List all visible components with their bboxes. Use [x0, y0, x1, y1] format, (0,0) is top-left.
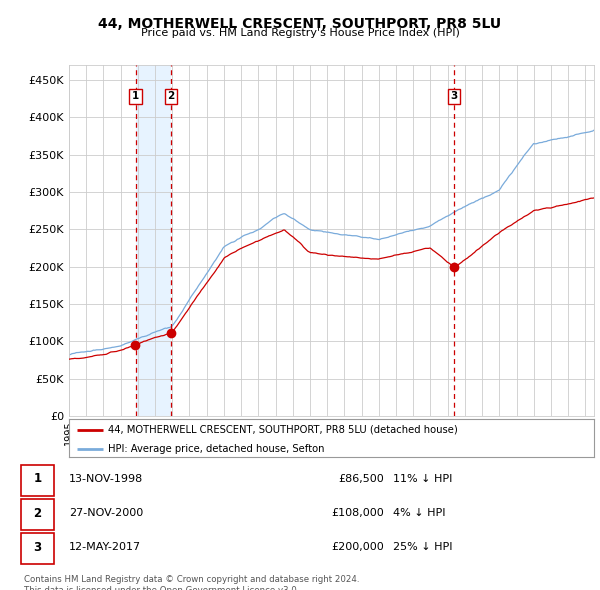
Text: £108,000: £108,000 [331, 508, 384, 518]
Text: £86,500: £86,500 [338, 474, 384, 484]
Text: 12-MAY-2017: 12-MAY-2017 [69, 542, 141, 552]
Text: 44, MOTHERWELL CRESCENT, SOUTHPORT, PR8 5LU (detached house): 44, MOTHERWELL CRESCENT, SOUTHPORT, PR8 … [109, 425, 458, 435]
Bar [136, 65, 171, 416]
Text: 1: 1 [34, 472, 41, 486]
Text: 13-NOV-1998: 13-NOV-1998 [69, 474, 143, 484]
Text: 3: 3 [450, 91, 458, 101]
Text: 1: 1 [132, 91, 139, 101]
Text: 27-NOV-2000: 27-NOV-2000 [69, 508, 143, 518]
Text: 2: 2 [34, 506, 41, 520]
Text: 2: 2 [167, 91, 175, 101]
Text: 3: 3 [34, 540, 41, 554]
Text: 4% ↓ HPI: 4% ↓ HPI [393, 508, 445, 518]
Text: 44, MOTHERWELL CRESCENT, SOUTHPORT, PR8 5LU: 44, MOTHERWELL CRESCENT, SOUTHPORT, PR8 … [98, 17, 502, 31]
Text: £200,000: £200,000 [331, 542, 384, 552]
Text: Price paid vs. HM Land Registry's House Price Index (HPI): Price paid vs. HM Land Registry's House … [140, 28, 460, 38]
Text: 25% ↓ HPI: 25% ↓ HPI [393, 542, 452, 552]
Text: HPI: Average price, detached house, Sefton: HPI: Average price, detached house, Seft… [109, 444, 325, 454]
Text: 11% ↓ HPI: 11% ↓ HPI [393, 474, 452, 484]
Text: Contains HM Land Registry data © Crown copyright and database right 2024.
This d: Contains HM Land Registry data © Crown c… [24, 575, 359, 590]
